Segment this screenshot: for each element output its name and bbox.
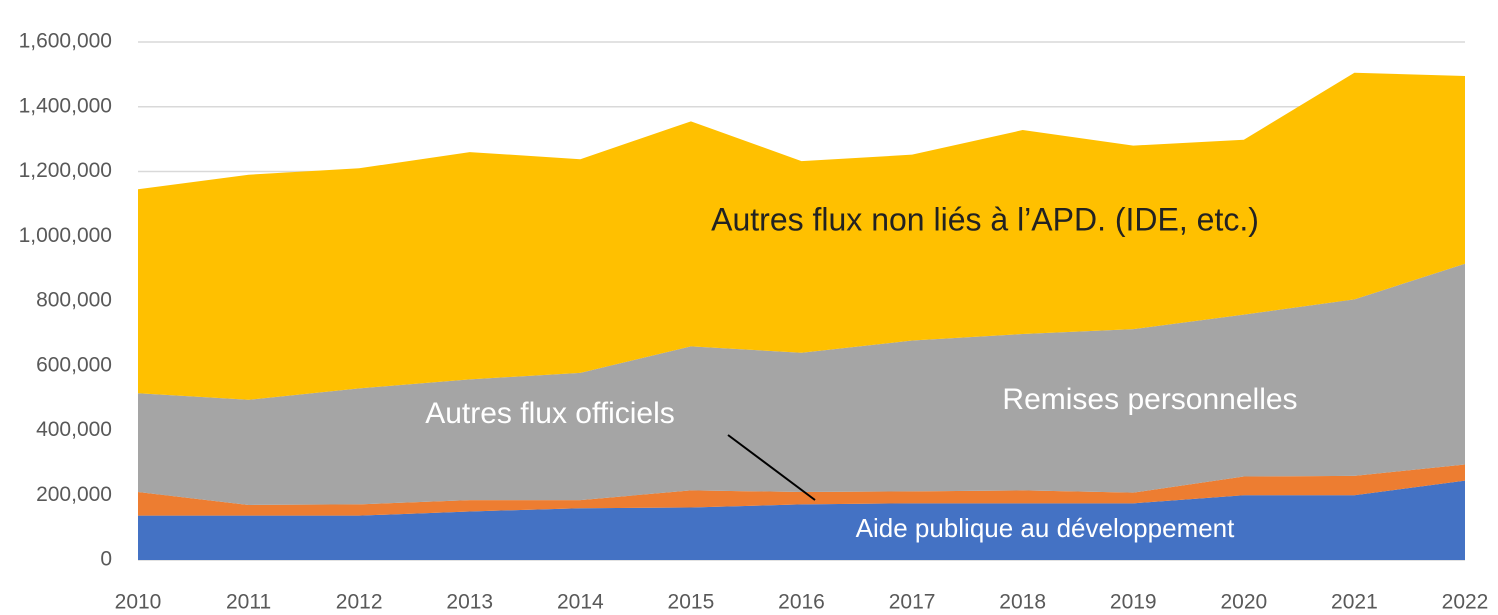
y-tick-label: 1,400,000	[19, 94, 112, 117]
area	[138, 480, 1465, 560]
labels: Aide publique au développement Autres flu…	[425, 201, 1297, 542]
y-tick-label: 1,200,000	[19, 159, 112, 182]
x-tick-label: 2021	[1331, 591, 1378, 614]
series-label: Remises personnelles	[1002, 383, 1297, 416]
pointer-line	[727, 434, 816, 501]
x-tick-label: 2010	[115, 591, 162, 614]
x-tick-label: 2012	[336, 591, 383, 614]
y-tick-label: 400,000	[36, 418, 112, 441]
x-tick-label: 2013	[446, 591, 493, 614]
y-tick-label: 1,000,000	[19, 224, 112, 247]
area	[138, 72, 1465, 400]
x-tick-label: 2014	[557, 591, 604, 614]
series-label: Aide publique au développement	[856, 513, 1236, 543]
x-tick-label: 2016	[778, 591, 825, 614]
areas	[138, 72, 1465, 560]
series-label: Autres flux officiels	[425, 397, 675, 430]
y-tick-label: 200,000	[36, 483, 112, 506]
y-tick-label: 1,600,000	[19, 30, 112, 53]
x-tick-label: 2011	[226, 591, 271, 614]
x-tick-label: 2019	[1110, 591, 1157, 614]
y-tick-label: 800,000	[36, 289, 112, 312]
y-tick-label: 0	[100, 548, 112, 571]
x-tick-label: 2015	[668, 591, 715, 614]
y-tick-label: 600,000	[36, 353, 112, 376]
area	[138, 263, 1465, 505]
area	[138, 464, 1465, 516]
x-tick-label: 2022	[1442, 591, 1489, 614]
series-label: Autres flux non liés à l’APD. (IDE, etc.…	[711, 201, 1259, 237]
x-tick-label: 2017	[889, 591, 936, 614]
x-tick-label: 2020	[1220, 591, 1267, 614]
x-tick-label: 2018	[999, 591, 1046, 614]
